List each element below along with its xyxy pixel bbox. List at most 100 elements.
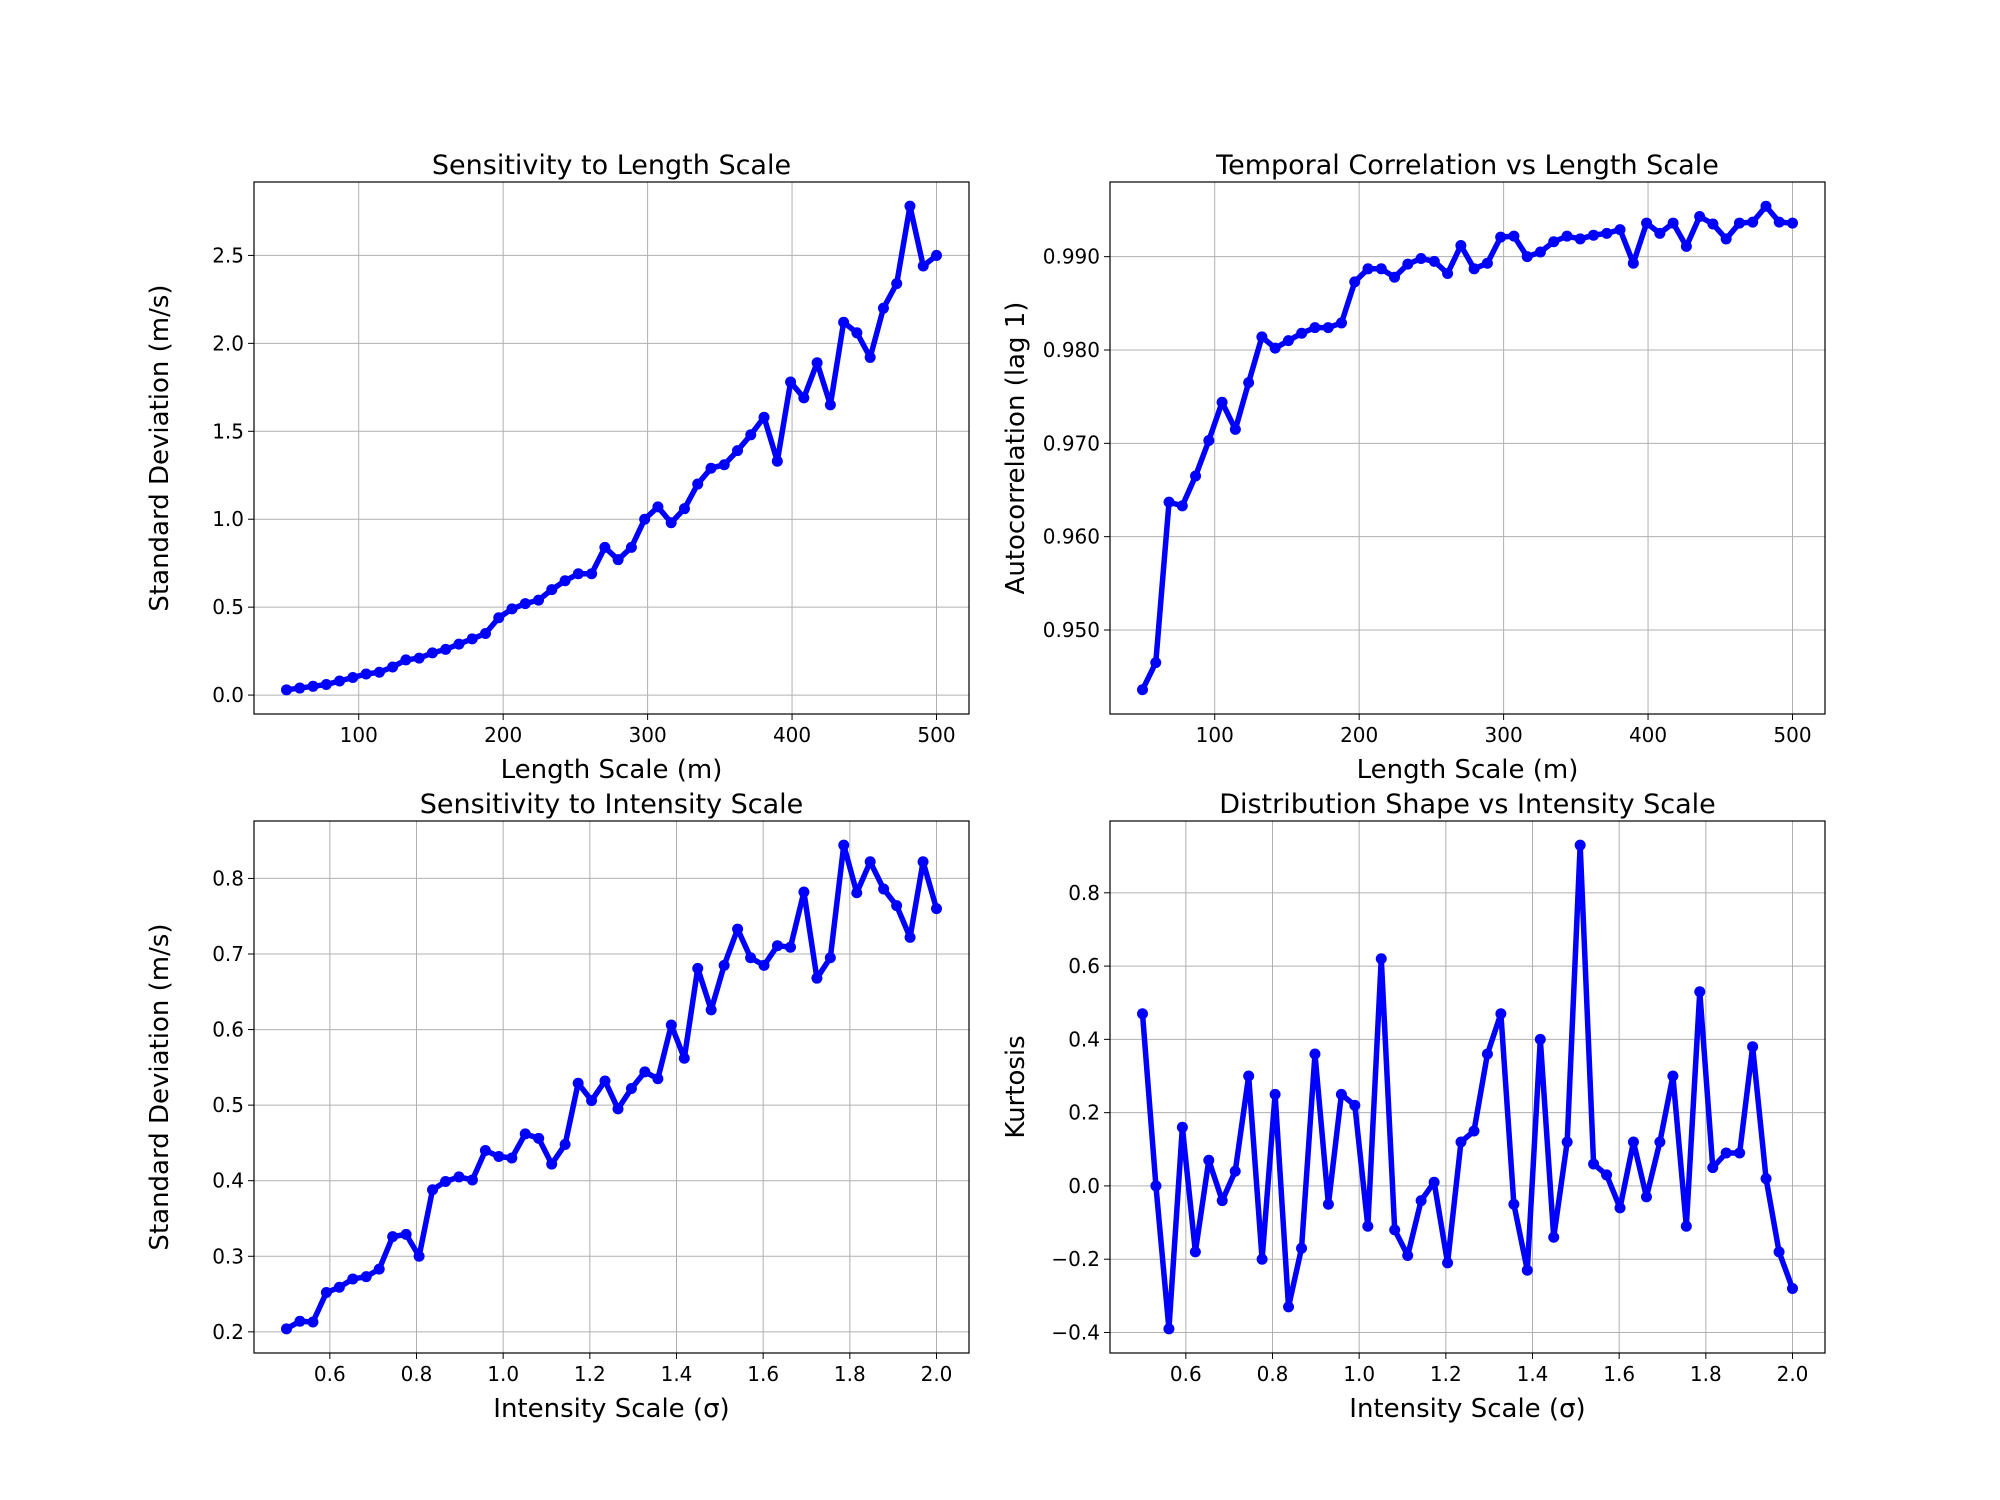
y-tick-label: 0.0	[1068, 1174, 1100, 1198]
data-point	[506, 603, 518, 615]
data-point	[1455, 239, 1467, 251]
data-point	[1150, 1180, 1162, 1192]
data-point	[1163, 1323, 1175, 1335]
data-point	[1601, 227, 1613, 239]
data-point	[1614, 1202, 1626, 1214]
data-point	[1216, 1195, 1228, 1207]
data-point	[798, 886, 810, 898]
data-point	[586, 1095, 598, 1107]
data-point	[493, 612, 505, 624]
data-point	[1243, 377, 1255, 389]
data-point	[1760, 200, 1772, 212]
x-tick-label: 300	[629, 723, 667, 747]
x-axis-label: Intensity Scale (σ)	[493, 1394, 729, 1424]
data-point	[427, 1184, 439, 1196]
x-tick-label: 1.0	[1343, 1362, 1375, 1386]
data-point	[320, 679, 332, 691]
data-point	[639, 1066, 651, 1078]
data-point	[1734, 1147, 1746, 1159]
data-point	[1442, 1257, 1454, 1269]
y-tick-label: 0.8	[1068, 881, 1100, 905]
x-tick-label: 500	[917, 723, 955, 747]
data-point	[1389, 271, 1401, 283]
y-axis-label: Standard Deviation (m/s)	[145, 923, 175, 1250]
data-point	[1733, 217, 1745, 229]
data-point	[466, 633, 478, 645]
data-point	[1548, 236, 1560, 248]
data-point	[1747, 1041, 1759, 1053]
x-tick-label: 2.0	[1777, 1362, 1809, 1386]
y-tick-label: 0.980	[1043, 338, 1100, 362]
data-point	[864, 351, 876, 363]
data-point	[838, 839, 850, 851]
data-point	[1707, 218, 1719, 230]
data-point	[1375, 953, 1387, 965]
data-point	[1720, 1147, 1732, 1159]
data-point	[1641, 217, 1653, 229]
chart-title: Sensitivity to Intensity Scale	[420, 789, 804, 820]
x-tick-label: 100	[1196, 723, 1234, 747]
data-point	[373, 666, 385, 678]
data-point	[1667, 217, 1679, 229]
data-point	[1309, 1048, 1321, 1060]
y-tick-label: 0.5	[212, 595, 244, 619]
y-tick-label: 0.950	[1043, 618, 1100, 642]
data-point	[400, 1228, 412, 1240]
y-tick-label: 0.4	[1068, 1027, 1100, 1051]
data-point	[785, 376, 797, 388]
y-tick-label: 1.0	[212, 507, 244, 531]
data-point	[360, 668, 372, 680]
data-point	[360, 1271, 372, 1283]
data-point	[426, 647, 438, 659]
data-point	[1574, 839, 1586, 851]
data-point	[1640, 1191, 1652, 1203]
data-point	[347, 672, 359, 684]
y-tick-label: 0.2	[212, 1320, 244, 1344]
subplot: 0.6 0.8 1.0 1.2 1.4 1.6 1.8 2.0 −0.4 −0.2 0.0 0.2 0.…	[1001, 789, 1826, 1424]
data-point	[1415, 1195, 1427, 1207]
data-point	[533, 1132, 545, 1144]
data-point	[1309, 322, 1321, 334]
data-point	[1588, 1158, 1600, 1170]
data-line	[283, 203, 940, 693]
data-point	[1534, 1033, 1546, 1045]
data-point	[1680, 1220, 1692, 1232]
x-tick-label: 400	[773, 723, 811, 747]
x-tick-label: 1.6	[1603, 1362, 1635, 1386]
data-point	[1787, 1283, 1798, 1295]
data-point	[559, 575, 571, 587]
data-point	[281, 684, 292, 696]
subplot: 100 200 300 400 500 0.950 0.960 0.970 0.980 0.990…	[1001, 150, 1826, 785]
x-tick-label: 0.6	[314, 1362, 346, 1386]
data-point	[387, 1231, 399, 1243]
data-point	[466, 1174, 478, 1186]
data-point	[1508, 1198, 1520, 1210]
data-point	[811, 357, 823, 369]
data-point	[745, 429, 757, 441]
x-tick-label: 200	[1340, 723, 1378, 747]
data-point	[413, 652, 425, 664]
data-point	[732, 923, 744, 935]
data-point	[1521, 1264, 1533, 1276]
y-axis-label: Standard Deviation (m/s)	[145, 284, 175, 611]
data-point	[917, 856, 929, 868]
x-tick-label: 200	[484, 723, 522, 747]
data-point	[1495, 231, 1507, 243]
data-point	[718, 959, 730, 971]
data-point	[1322, 322, 1334, 334]
data-point	[1614, 224, 1626, 236]
data-point	[692, 962, 704, 974]
data-point	[572, 568, 584, 580]
y-tick-label: 0.3	[212, 1244, 244, 1268]
data-point	[931, 249, 942, 261]
data-point	[1389, 1224, 1401, 1236]
data-point	[612, 1103, 624, 1115]
data-point	[718, 459, 730, 471]
data-point	[281, 1323, 292, 1335]
data-point	[333, 1281, 345, 1293]
data-point	[1468, 263, 1480, 275]
x-axis-label: Intensity Scale (σ)	[1349, 1394, 1585, 1424]
data-point	[1442, 267, 1454, 279]
data-point	[1322, 1198, 1334, 1210]
